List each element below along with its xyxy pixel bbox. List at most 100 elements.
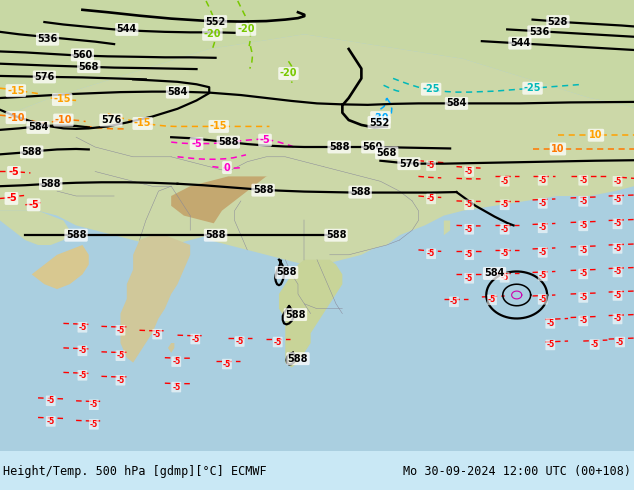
Text: -5: -5 (579, 221, 588, 230)
Text: -15: -15 (7, 86, 25, 96)
Text: -5: -5 (89, 400, 98, 409)
Text: -5: -5 (6, 194, 16, 203)
Text: 588: 588 (288, 354, 308, 364)
Text: -5: -5 (172, 383, 181, 392)
Text: -5: -5 (500, 200, 509, 209)
Text: -20: -20 (204, 29, 221, 39)
Text: -5: -5 (465, 225, 474, 234)
Text: -5: -5 (46, 396, 55, 405)
Text: -5: -5 (191, 139, 202, 148)
Text: -5: -5 (116, 376, 125, 385)
Text: -25: -25 (422, 84, 440, 94)
Text: -5: -5 (579, 197, 588, 206)
Text: -20: -20 (280, 69, 297, 78)
Text: 588: 588 (41, 179, 61, 189)
Text: 588: 588 (22, 147, 42, 157)
Text: -5: -5 (465, 274, 474, 283)
Polygon shape (0, 211, 70, 245)
Text: -5: -5 (613, 268, 622, 276)
Text: 568: 568 (79, 62, 99, 72)
Text: -5: -5 (538, 176, 547, 185)
Text: -10: -10 (7, 113, 25, 122)
Text: 576: 576 (101, 115, 121, 125)
Text: -5: -5 (223, 360, 231, 368)
Text: 544: 544 (510, 38, 530, 48)
Text: 584: 584 (484, 269, 505, 278)
Text: 584: 584 (446, 98, 467, 108)
Text: -10: -10 (55, 115, 72, 125)
Text: -30: -30 (372, 113, 389, 122)
Text: -5: -5 (116, 351, 125, 360)
Text: -5: -5 (260, 135, 270, 145)
Text: -5: -5 (153, 330, 162, 339)
Text: -5: -5 (78, 323, 87, 332)
Polygon shape (0, 0, 634, 118)
Text: 568: 568 (377, 148, 397, 158)
Polygon shape (168, 343, 174, 353)
Text: Height/Temp. 500 hPa [gdmp][°C] ECMWF: Height/Temp. 500 hPa [gdmp][°C] ECMWF (3, 465, 267, 478)
Text: -5: -5 (78, 346, 87, 355)
Text: 10: 10 (589, 130, 603, 140)
Polygon shape (444, 220, 450, 235)
Polygon shape (0, 34, 634, 265)
Text: 528: 528 (548, 17, 568, 26)
Text: -5: -5 (579, 246, 588, 255)
Text: -5: -5 (613, 195, 622, 204)
Text: -5: -5 (191, 335, 200, 343)
Text: 560: 560 (72, 50, 93, 60)
Text: -5: -5 (538, 223, 547, 232)
Text: -5: -5 (427, 249, 436, 258)
Text: 10: 10 (551, 144, 565, 154)
Text: -5: -5 (500, 249, 509, 258)
Polygon shape (209, 172, 418, 260)
Text: -5: -5 (538, 248, 547, 257)
Text: -5: -5 (500, 177, 509, 186)
Text: 588: 588 (285, 310, 306, 319)
Text: -5: -5 (488, 295, 496, 304)
Text: -5: -5 (579, 270, 588, 278)
Text: -5: -5 (427, 161, 436, 170)
Text: 584: 584 (167, 87, 188, 97)
Text: -5: -5 (579, 176, 588, 185)
Text: 588: 588 (329, 142, 349, 152)
Text: 536: 536 (529, 27, 549, 37)
Text: -5: -5 (235, 337, 244, 346)
Polygon shape (476, 108, 495, 162)
Text: 588: 588 (205, 230, 226, 240)
Text: -5: -5 (616, 338, 624, 346)
Text: Mo 30-09-2024 12:00 UTC (00+108): Mo 30-09-2024 12:00 UTC (00+108) (403, 465, 631, 478)
Text: 0: 0 (224, 163, 230, 172)
Text: -5: -5 (89, 420, 98, 429)
Polygon shape (279, 260, 342, 368)
Text: -5: -5 (9, 168, 19, 177)
Text: -5: -5 (579, 293, 588, 302)
Text: 584: 584 (28, 122, 48, 132)
Text: -5: -5 (579, 317, 588, 325)
Text: -5: -5 (172, 357, 181, 366)
Text: -5: -5 (613, 220, 622, 228)
Text: -20: -20 (237, 24, 255, 34)
Text: 552: 552 (369, 118, 389, 127)
Text: -5: -5 (546, 319, 555, 328)
Polygon shape (171, 176, 330, 230)
Text: -5: -5 (273, 338, 282, 346)
Polygon shape (120, 235, 190, 363)
Text: -5: -5 (465, 167, 474, 176)
Text: -25: -25 (524, 83, 541, 93)
Text: 576: 576 (399, 159, 419, 169)
Text: -15: -15 (53, 95, 71, 104)
Text: -5: -5 (613, 177, 622, 186)
Text: 588: 588 (276, 268, 297, 277)
Text: 552: 552 (205, 17, 226, 26)
Text: -5: -5 (538, 271, 547, 280)
Text: -5: -5 (427, 195, 436, 203)
Text: -5: -5 (613, 244, 622, 253)
Text: -5: -5 (450, 297, 458, 306)
Text: -5: -5 (29, 200, 39, 210)
Text: -5: -5 (613, 291, 622, 300)
Text: -5: -5 (465, 250, 474, 259)
Polygon shape (32, 245, 89, 289)
Text: 576: 576 (34, 72, 55, 82)
Text: -5: -5 (538, 295, 547, 304)
Text: -15: -15 (134, 119, 152, 128)
